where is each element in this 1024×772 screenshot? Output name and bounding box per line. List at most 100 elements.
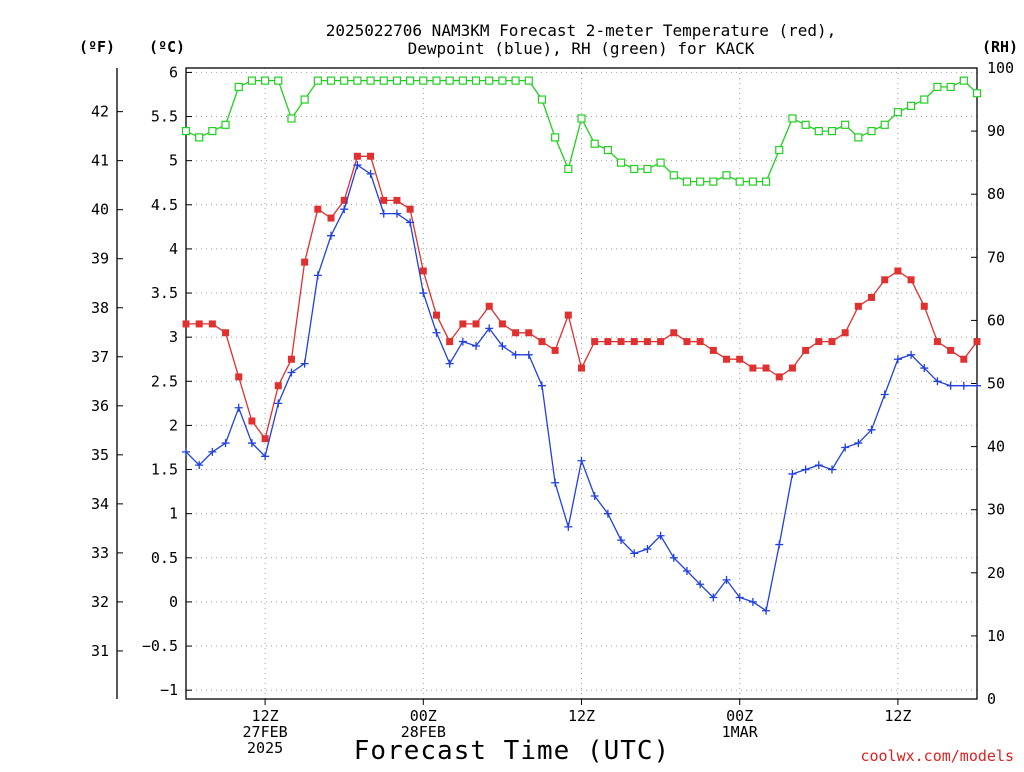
dewpoint-point <box>577 456 586 465</box>
temperature-point <box>894 267 902 275</box>
temperature-point <box>881 276 889 284</box>
dewpoint-point <box>801 465 810 474</box>
tick-label-x: 1MAR <box>722 723 759 741</box>
temperature-point <box>195 320 203 328</box>
temperature-point <box>353 152 361 160</box>
tick-label-celsius: 4 <box>169 240 178 258</box>
tick-label-celsius: 3.5 <box>151 284 178 302</box>
temperature-point <box>222 329 230 337</box>
rh-point <box>893 108 903 117</box>
temperature-point <box>485 302 493 310</box>
temperature-point <box>973 338 981 346</box>
dewpoint-point <box>880 390 889 399</box>
rh-point <box>261 76 270 85</box>
temperature-point <box>683 338 691 346</box>
dewpoint-point <box>643 544 652 553</box>
temperature-point <box>459 320 467 328</box>
rh-point <box>366 76 375 85</box>
dewpoint-point <box>854 439 863 448</box>
rh-point <box>854 133 863 142</box>
temperature-point <box>432 311 440 319</box>
rh-point <box>735 177 744 186</box>
x-axis-title: Forecast Time (UTC) <box>354 736 670 766</box>
temperature-point <box>551 346 559 354</box>
rh-point <box>524 76 533 85</box>
dewpoint-point <box>287 368 296 377</box>
rh-point <box>485 76 494 85</box>
tick-label-fahrenheit: 42 <box>91 103 109 121</box>
temperature-point <box>287 355 295 363</box>
tick-label-celsius: 4.5 <box>151 196 178 214</box>
chart-title-line1: 2025022706 NAM3KM Forecast 2-meter Tempe… <box>326 21 837 40</box>
rh-point <box>511 76 520 85</box>
tick-label-rh: 30 <box>987 501 1005 519</box>
tick-label-fahrenheit: 34 <box>91 495 109 513</box>
rh-point <box>208 126 217 136</box>
dewpoint-point <box>669 553 678 562</box>
tick-label-celsius: 1.5 <box>151 461 178 479</box>
dewpoint-point <box>511 350 520 359</box>
rh-point <box>920 95 929 104</box>
temperature-point <box>472 320 480 328</box>
tick-label-x: 27FEB <box>243 723 288 741</box>
rh-point <box>801 120 810 129</box>
temperature-point <box>367 152 375 160</box>
tick-label-rh: 90 <box>987 122 1005 140</box>
dewpoint-point <box>564 522 573 531</box>
tick-labels: −1−0.500.511.522.533.544.555.5612Z27FEB2… <box>91 59 1014 757</box>
dewpoint-point <box>472 341 481 350</box>
temperature-point <box>736 355 744 363</box>
temperature-point <box>762 364 770 372</box>
dewpoint-point <box>814 461 823 470</box>
rh-unit-label: (RH) <box>982 38 1018 56</box>
dewpoint-point <box>590 492 599 501</box>
tick-label-rh: 20 <box>987 564 1005 582</box>
dewpoint-point <box>353 161 362 170</box>
temperature-point <box>947 346 955 354</box>
dewpoint-point <box>366 169 375 178</box>
tick-label-fahrenheit: 33 <box>91 544 109 562</box>
temperature-point <box>841 329 849 337</box>
temperature-point <box>208 320 216 328</box>
tick-label-x: 12Z <box>252 707 279 725</box>
rh-point <box>195 133 204 142</box>
dewpoint-point <box>933 377 942 386</box>
rh-point <box>274 76 283 85</box>
rh-point <box>537 95 547 104</box>
rh-point <box>590 139 599 148</box>
rh-series <box>181 76 982 186</box>
dewpoint-point <box>182 447 190 456</box>
temperature-point <box>564 311 572 319</box>
tick-label-rh: 60 <box>987 311 1005 329</box>
rh-point <box>432 76 441 85</box>
axes <box>116 67 978 705</box>
rh-point <box>788 114 797 123</box>
temperature-point <box>498 320 506 328</box>
rh-point <box>326 76 336 85</box>
tick-label-celsius: 5.5 <box>151 108 178 126</box>
dewpoint-point <box>234 403 243 412</box>
grid-lines <box>186 68 977 699</box>
temperature-point <box>604 338 612 346</box>
rh-point <box>300 95 309 104</box>
dewpoint-point <box>445 359 454 368</box>
rh-point <box>880 120 889 129</box>
tick-label-fahrenheit: 37 <box>91 348 109 366</box>
tick-label-rh: 50 <box>987 375 1005 393</box>
rh-point <box>603 145 612 155</box>
dewpoint-point <box>722 575 731 584</box>
rh-point <box>247 76 257 85</box>
temperature-point <box>380 196 388 204</box>
rh-point <box>234 82 243 92</box>
dewpoint-point <box>379 209 388 218</box>
temperature-point <box>301 258 309 266</box>
rh-point <box>577 114 586 123</box>
rh-point <box>616 158 626 167</box>
tick-label-x: 12Z <box>568 707 595 725</box>
tick-label-rh: 0 <box>987 690 996 708</box>
dewpoint-point <box>458 337 467 346</box>
temperature-point <box>393 196 401 204</box>
temperature-point <box>538 338 546 346</box>
tick-label-rh: 70 <box>987 248 1005 266</box>
